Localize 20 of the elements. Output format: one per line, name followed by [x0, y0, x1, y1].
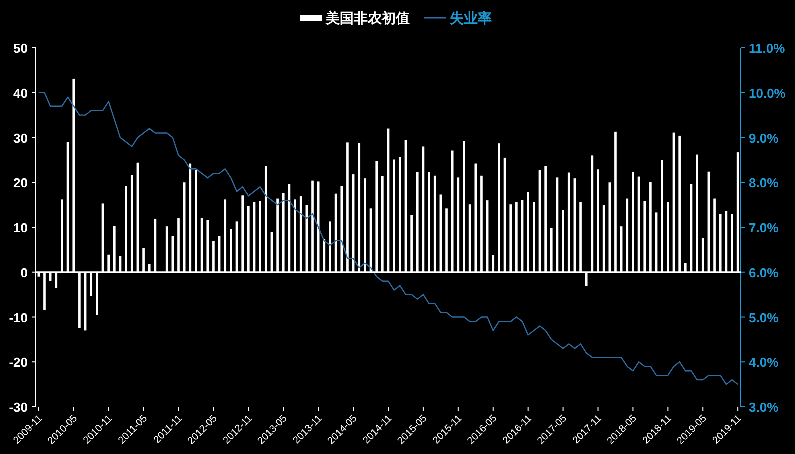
legend-label: 失业率: [450, 10, 492, 26]
y-tick-label: 50: [14, 41, 28, 56]
y2-tick-label: 5.0%: [749, 310, 780, 326]
y-tick-label: -10: [9, 310, 28, 326]
legend-label: 美国非农初值: [325, 10, 410, 26]
y2-tick-label: 3.0%: [749, 400, 780, 415]
y2-tick-label: 8.0%: [749, 176, 780, 191]
y2-tick-label: 6.0%: [749, 265, 780, 280]
y2-tick-label: 4.0%: [749, 355, 780, 370]
y2-tick-label: 7.0%: [749, 220, 780, 236]
y2-tick-label: 9.0%: [749, 130, 780, 146]
y-tick-label: 20: [14, 176, 28, 191]
y-tick-label: -30: [9, 400, 28, 415]
y-tick-label: -20: [9, 355, 28, 370]
y2-tick-label: 11.0%: [749, 41, 786, 56]
y-tick-label: 0: [20, 265, 28, 280]
y-tick-label: 40: [14, 86, 28, 101]
y-tick-label: 10: [14, 220, 28, 236]
y2-tick-label: 10.0%: [749, 86, 786, 101]
y-tick-label: 30: [14, 130, 28, 146]
